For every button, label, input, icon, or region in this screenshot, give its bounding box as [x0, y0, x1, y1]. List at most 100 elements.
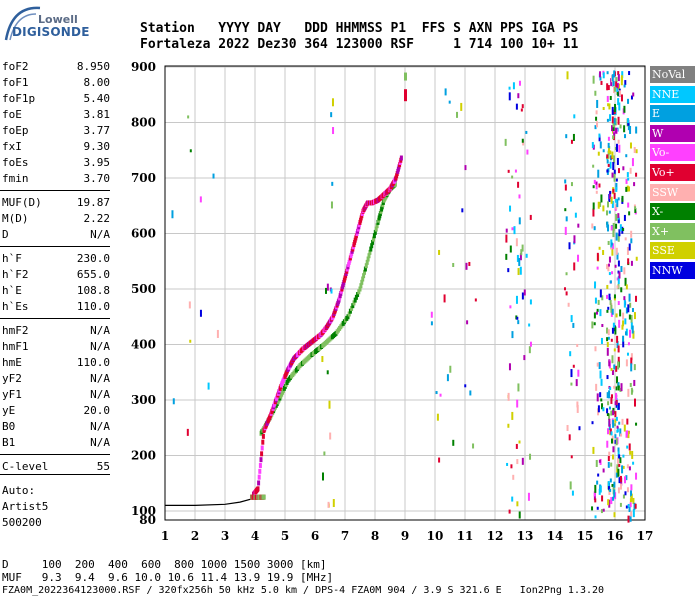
noise-echo [564, 226, 567, 235]
param-value: 3.95 [83, 156, 111, 169]
param-row-m-d-: M(D) 2.22 [2, 212, 110, 226]
noise-echo [529, 299, 532, 305]
param-row-fxi: fxI 9.30 [2, 140, 110, 154]
noise-echo [598, 183, 601, 188]
noise-echo [607, 482, 610, 490]
noise-echo [511, 175, 514, 179]
noise-echo [630, 353, 633, 361]
param-row-ye: yE 20.0 [2, 404, 110, 418]
noise-echo [593, 226, 596, 231]
param-value: 3.81 [83, 108, 111, 121]
noise-echo [567, 302, 570, 307]
noise-echo [519, 266, 522, 275]
noise-echo [630, 490, 633, 498]
noise-echo [507, 169, 510, 173]
noise-echo [465, 262, 468, 270]
legend-item-vo-: Vo+ [650, 164, 695, 181]
noise-echo [570, 139, 573, 144]
noise-echo [330, 112, 333, 118]
noise-echo [612, 162, 615, 171]
param-value: 3.70 [83, 172, 111, 185]
noise-echo [596, 362, 599, 367]
param-name: B1 [2, 436, 16, 449]
noise-echo [621, 465, 624, 474]
noise-echo [617, 284, 620, 290]
param-name: hmE [2, 356, 22, 369]
noise-echo [594, 125, 597, 130]
noise-echo [199, 309, 202, 317]
noise-echo [633, 364, 636, 371]
noise-echo [631, 450, 634, 459]
noise-echo [601, 324, 604, 328]
noise-echo [596, 480, 599, 485]
noise-echo [615, 313, 618, 318]
noise-echo [625, 475, 628, 481]
noise-echo [591, 421, 594, 425]
noise-echo [620, 433, 623, 437]
noise-echo [517, 320, 520, 325]
noise-echo [615, 77, 618, 83]
noise-echo [615, 143, 618, 152]
noise-echo [594, 498, 597, 503]
noise-echo [613, 423, 616, 427]
noise-echo [512, 474, 515, 480]
param-row-c-level: C-level 55 [2, 460, 110, 474]
noise-echo [599, 289, 602, 298]
noise-echo [613, 192, 616, 199]
noise-echo [569, 351, 572, 357]
x-trace-echo [347, 311, 351, 317]
x-trace-echo [353, 297, 357, 303]
noise-echo [596, 99, 599, 108]
panel-divider [0, 474, 110, 475]
noise-echo [615, 399, 618, 405]
noise-echo [188, 301, 191, 309]
noise-echo [186, 428, 189, 436]
noise-echo [626, 246, 629, 255]
noise-echo [572, 133, 575, 141]
noise-echo [592, 75, 595, 84]
header-column-titles: Station YYYY DAY DDD HHMMSS P1 FFS S AXN… [140, 21, 579, 36]
noise-echo [616, 457, 619, 464]
noise-echo [617, 402, 620, 410]
noise-echo [619, 502, 622, 507]
noise-echo [461, 208, 464, 213]
digisonde-logo [4, 6, 41, 41]
noise-echo [518, 511, 521, 519]
noise-echo [321, 472, 324, 481]
noise-echo [593, 491, 596, 497]
noise-echo [517, 268, 520, 276]
noise-echo [627, 304, 630, 313]
noise-echo [606, 95, 609, 102]
noise-echo [565, 216, 568, 222]
noise-echo [593, 322, 596, 326]
y-tick-label: 600 [131, 227, 156, 241]
noise-echo [608, 499, 611, 508]
param-value: 8.950 [76, 60, 110, 73]
noise-echo [599, 201, 602, 207]
noise-echo [613, 489, 616, 498]
noise-echo [625, 430, 628, 438]
y-tick-label: 300 [131, 393, 156, 407]
noise-echo [187, 115, 190, 119]
noise-echo [472, 443, 475, 449]
y-tick-label: 900 [131, 60, 156, 74]
noise-echo [612, 222, 615, 231]
noise-echo [594, 281, 597, 287]
noise-echo [634, 207, 637, 213]
o-trace-echo [260, 451, 264, 457]
noise-echo [611, 369, 614, 375]
param-value: 655.0 [76, 268, 110, 281]
noise-echo [595, 383, 598, 391]
noise-echo [576, 401, 579, 408]
noise-echo [616, 199, 619, 208]
noise-echo [468, 261, 471, 266]
param-name: foF1 [2, 76, 29, 89]
noise-echo [635, 172, 638, 177]
noise-echo [452, 439, 455, 446]
noise-echo [570, 369, 573, 378]
param-value: 9.30 [83, 140, 111, 153]
noise-echo [520, 108, 523, 112]
noise-echo [619, 457, 622, 464]
noise-echo [606, 83, 609, 91]
noise-echo [622, 335, 625, 342]
